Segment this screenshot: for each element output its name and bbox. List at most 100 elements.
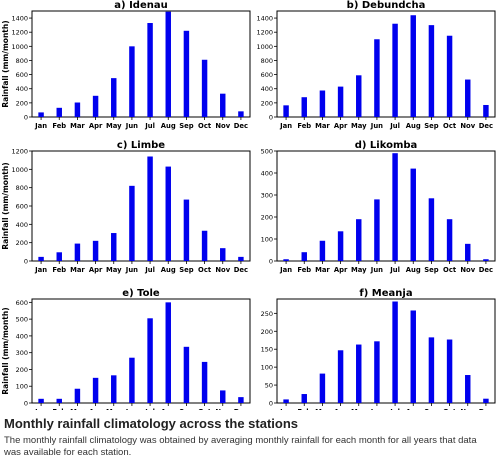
- x-tick-label: Mar: [70, 122, 85, 130]
- chart-title: b) Debundcha: [347, 0, 426, 11]
- y-tick-label: 1400: [256, 15, 273, 23]
- bar: [428, 198, 435, 261]
- bar: [337, 231, 344, 261]
- y-tick-label: 400: [16, 85, 28, 93]
- x-tick-label: Jan: [279, 408, 292, 410]
- x-tick-label: May: [106, 408, 122, 410]
- bar: [337, 86, 344, 117]
- x-tick-label: Aug: [406, 408, 421, 410]
- bar: [410, 310, 416, 403]
- bar: [111, 78, 117, 117]
- bar: [165, 166, 171, 261]
- chart-panel: e) Tole 0 100 200 300 400 500 600 Jan Feb Mar AprMa…: [1, 288, 251, 410]
- x-tick-label: Jan: [34, 408, 47, 410]
- y-tick-label: 0: [269, 258, 273, 266]
- x-tick-label: Jul: [389, 266, 400, 274]
- bar: [356, 344, 362, 403]
- bar: [356, 219, 362, 261]
- axes-frame: [276, 150, 496, 262]
- y-tick-label: 300: [16, 349, 28, 357]
- x-tick-label: Jul: [389, 408, 400, 410]
- axes-frame: [276, 10, 496, 118]
- y-tick-label: 200: [16, 239, 28, 247]
- x-tick-label: May: [351, 122, 367, 130]
- y-tick-label: 800: [16, 57, 28, 65]
- x-tick-label: May: [351, 266, 367, 274]
- x-tick-label: Jun: [125, 266, 138, 274]
- bar: [92, 240, 99, 261]
- axes-frame: [31, 10, 251, 118]
- bar: [301, 252, 307, 261]
- bar: [374, 39, 380, 118]
- bar: [301, 394, 307, 403]
- x-tick-label: Sep: [179, 408, 194, 410]
- x-tick-label: Oct: [443, 122, 457, 130]
- y-tick-label: 150: [261, 346, 273, 354]
- y-tick-label: 200: [261, 328, 273, 336]
- x-tick-label: Oct: [198, 408, 212, 410]
- bar: [147, 318, 153, 403]
- x-tick-label: May: [106, 266, 122, 274]
- x-tick-label: Jun: [370, 266, 383, 274]
- y-tick-label: 1200: [11, 29, 28, 37]
- bar: [165, 302, 171, 403]
- x-tick-label: Jan: [279, 122, 292, 130]
- x-tick-label: Aug: [406, 122, 421, 130]
- x-tick-label: Mar: [315, 266, 330, 274]
- x-tick-label: Sep: [424, 408, 439, 410]
- x-tick-label: Oct: [443, 408, 457, 410]
- x-tick-label: Mar: [70, 266, 85, 274]
- y-axis-label: Rainfall (mm/month): [1, 20, 10, 107]
- x-tick-label: Nov: [215, 266, 230, 274]
- bar: [183, 346, 190, 403]
- x-tick-label: Dec: [234, 266, 248, 274]
- x-tick-label: Nov: [215, 408, 230, 410]
- bar: [220, 248, 226, 261]
- y-tick-label: 1200: [11, 148, 28, 156]
- y-tick-label: 600: [16, 71, 28, 79]
- x-tick-label: Mar: [315, 122, 330, 130]
- bar: [238, 256, 244, 261]
- bar: [92, 95, 99, 117]
- bar: [74, 243, 81, 261]
- bar: [129, 46, 135, 118]
- y-tick-label: 400: [16, 332, 28, 340]
- y-tick-label: 100: [261, 364, 273, 372]
- y-tick-label: 0: [24, 114, 28, 122]
- caption-title: Monthly rainfall climatology across the …: [4, 416, 299, 431]
- bar: [201, 361, 208, 403]
- bar: [147, 156, 153, 261]
- chart-panel: f) Meanja050100150200250JanFebMarAprMayJ…: [261, 288, 496, 410]
- x-tick-label: Dec: [479, 122, 493, 130]
- bar: [165, 11, 171, 118]
- chart-panel: d) Likomba 0 100 200 300 400 500 Jan Feb Mar Apr Ma…: [261, 140, 496, 274]
- y-tick-label: 600: [16, 299, 28, 307]
- bar: [238, 111, 244, 117]
- x-tick-label: Jul: [144, 408, 155, 410]
- y-tick-label: 200: [16, 99, 28, 107]
- y-tick-label: 300: [261, 192, 273, 200]
- x-tick-label: Mar: [315, 408, 330, 410]
- x-tick-label: Sep: [424, 122, 439, 130]
- x-tick-label: Jul: [144, 122, 155, 130]
- bar: [74, 102, 81, 117]
- bar: [392, 23, 398, 117]
- bar: [446, 35, 453, 117]
- bar: [465, 243, 471, 261]
- y-tick-label: 100: [261, 236, 273, 244]
- y-tick-label: 400: [261, 170, 273, 178]
- x-tick-label: Nov: [460, 122, 475, 130]
- x-tick-label: Apr: [334, 122, 348, 130]
- bar: [319, 90, 326, 117]
- x-tick-label: Jun: [370, 122, 383, 130]
- y-tick-label: 200: [261, 214, 273, 222]
- bar: [283, 105, 289, 117]
- y-tick-label: 1000: [11, 43, 28, 51]
- x-tick-label: Dec: [479, 408, 493, 410]
- y-tick-label: 250: [261, 310, 273, 318]
- bar: [220, 390, 226, 403]
- x-tick-label: Feb: [297, 122, 311, 130]
- x-tick-label: May: [106, 122, 122, 130]
- y-tick-label: 0: [269, 400, 273, 408]
